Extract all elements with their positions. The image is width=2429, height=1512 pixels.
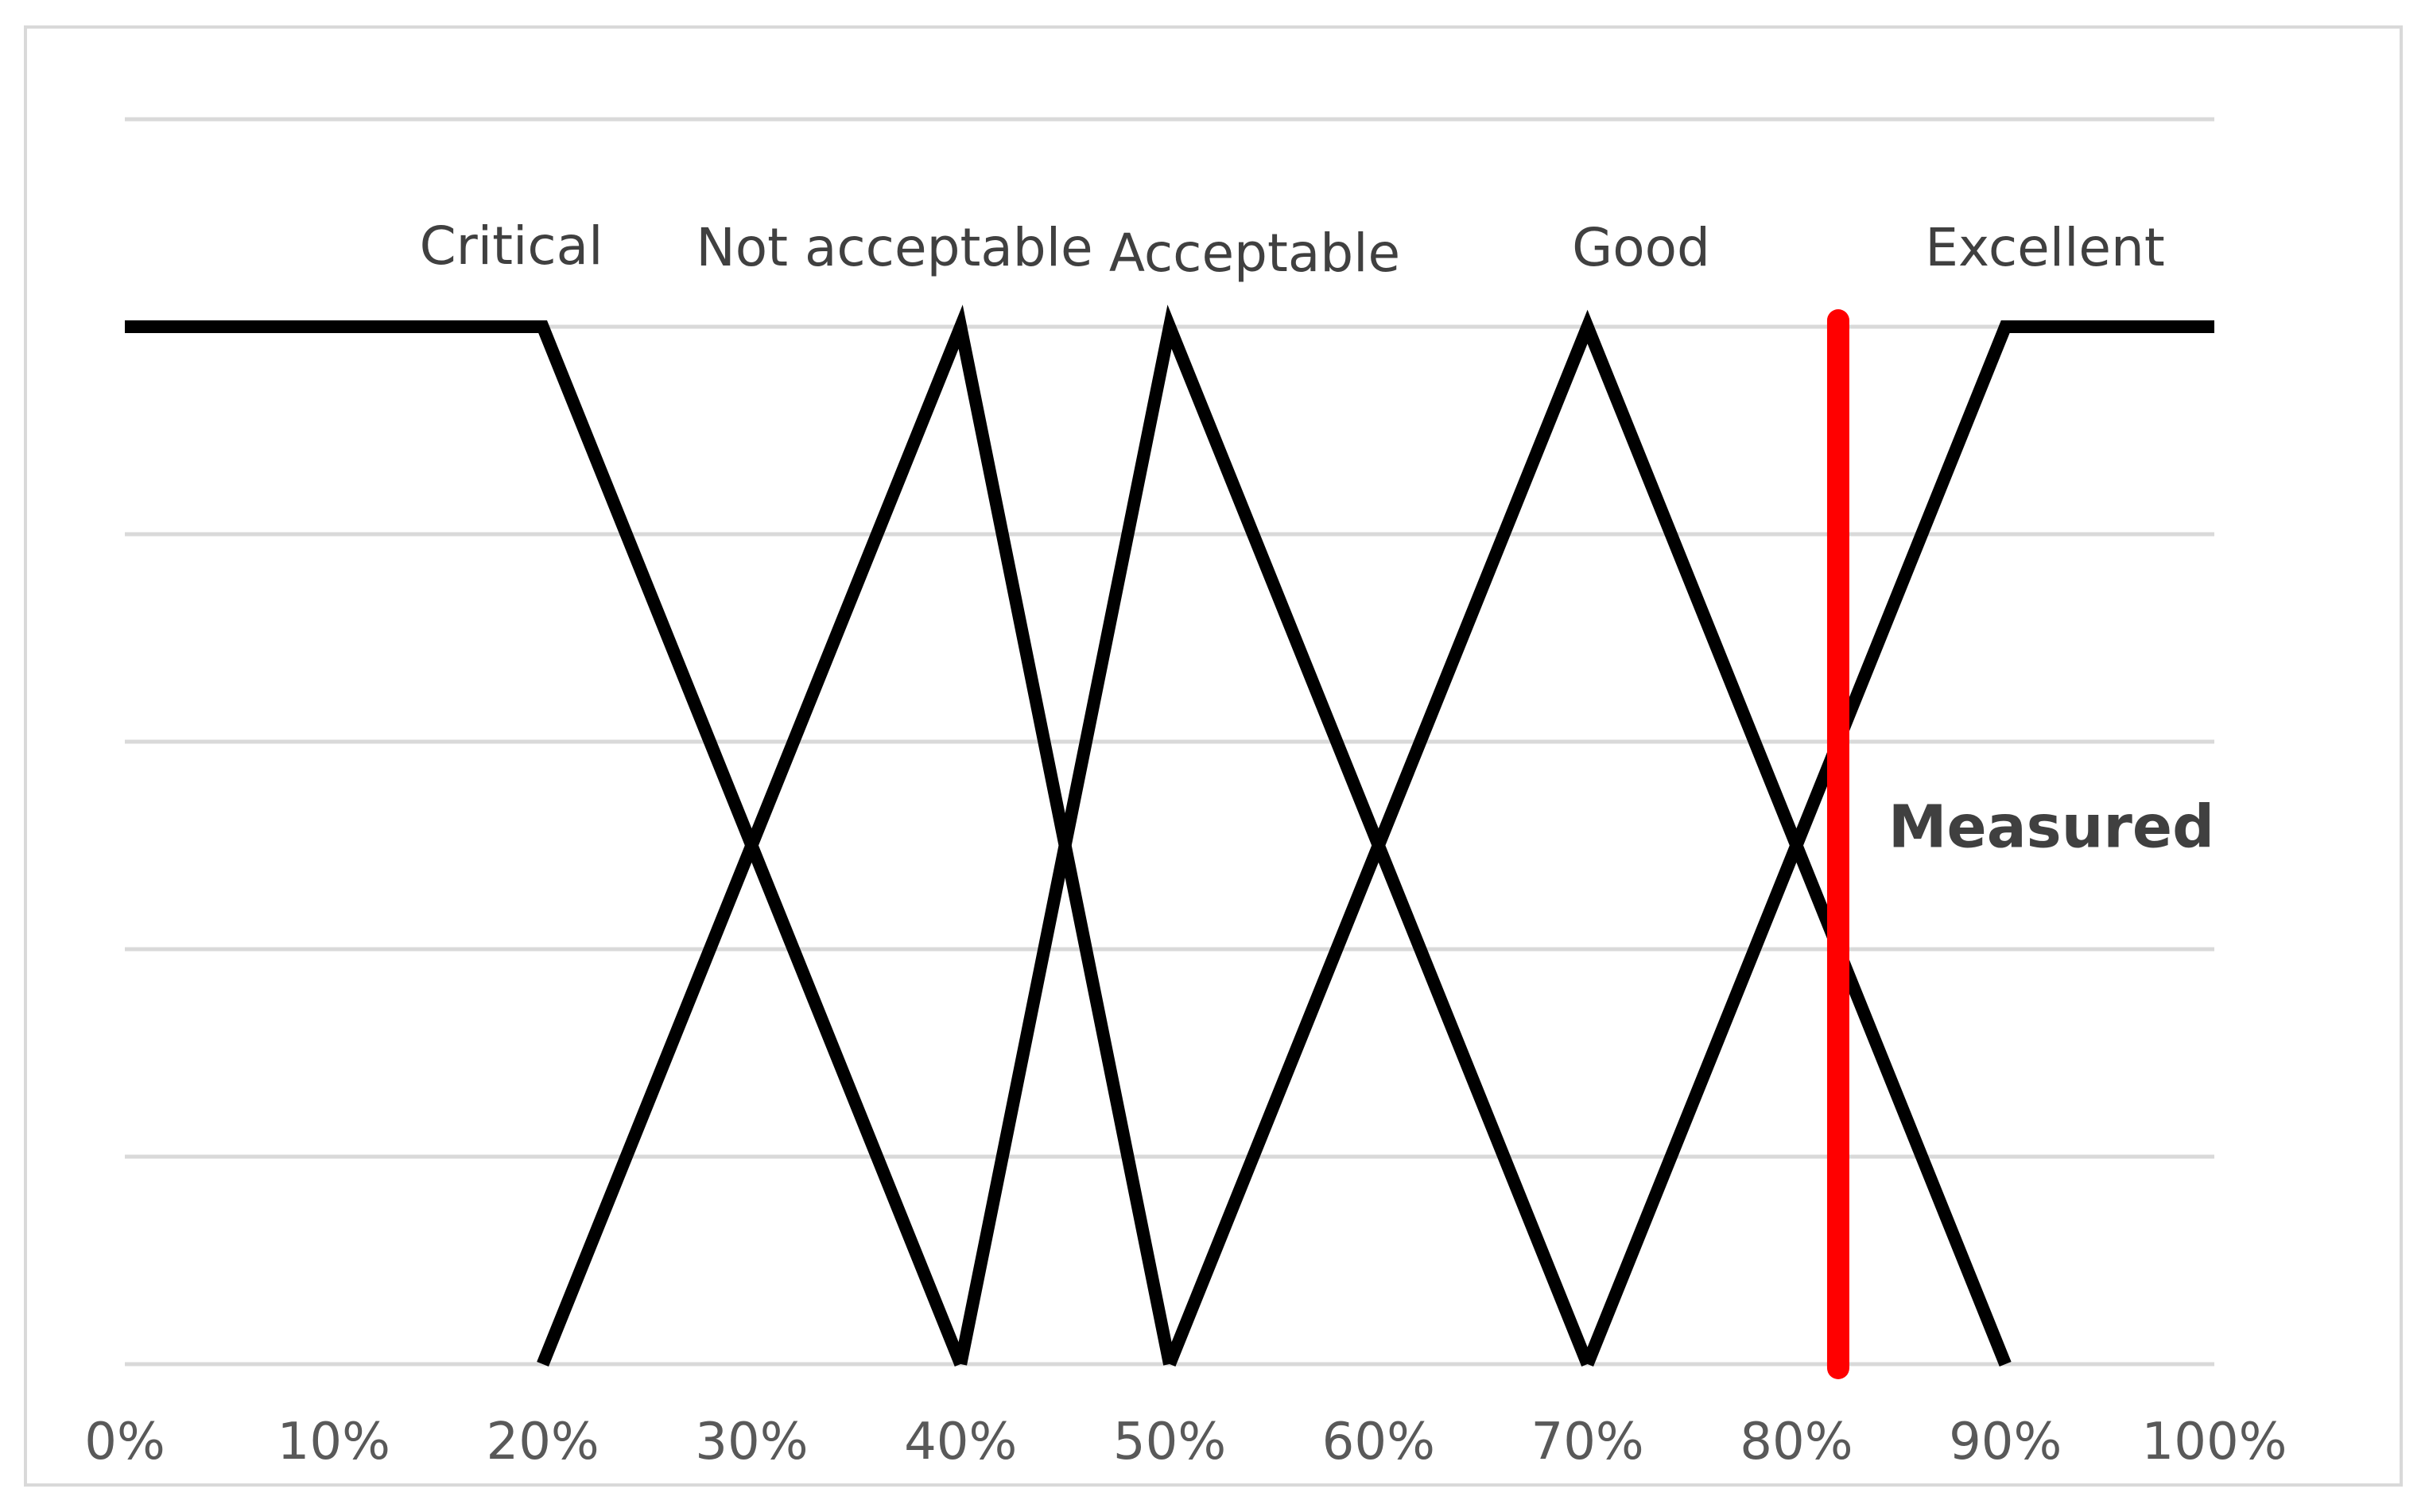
x-tick-label: 60% xyxy=(1322,1413,1435,1471)
measured-marker-group: Measured xyxy=(1826,309,2214,1379)
category-label-good: Good xyxy=(1572,217,1710,278)
series-line-acceptable xyxy=(954,304,1594,1367)
series-line-excellent xyxy=(1581,320,2214,1367)
x-tick-label: 90% xyxy=(1949,1413,2062,1471)
category-label-not-acceptable: Not acceptable xyxy=(696,217,1092,278)
series-line-not-acceptable xyxy=(537,304,1176,1367)
series-lines xyxy=(125,304,2214,1367)
series-line-good xyxy=(1163,309,2012,1367)
gridlines xyxy=(125,117,2214,1367)
category-label-excellent: Excellent xyxy=(1925,217,2164,278)
category-label-acceptable: Acceptable xyxy=(1109,223,1400,284)
x-tick-label: 70% xyxy=(1531,1413,1643,1471)
x-axis-tick-labels: 0% 10% 20% 30% 40% 50% 60% 70% 80% 90% 100% xyxy=(84,1413,2287,1471)
x-tick-label: 80% xyxy=(1740,1413,1853,1471)
x-tick-label: 50% xyxy=(1113,1413,1226,1471)
x-tick-label: 100% xyxy=(2142,1413,2287,1471)
x-tick-label: 20% xyxy=(486,1413,599,1471)
x-tick-label: 0% xyxy=(84,1413,165,1471)
x-tick-label: 30% xyxy=(695,1413,808,1471)
category-label-critical: Critical xyxy=(420,215,603,277)
measured-marker-label: Measured xyxy=(1888,793,2214,862)
series-line-critical xyxy=(125,320,967,1367)
category-labels: Critical Not acceptable Acceptable Good Exce… xyxy=(420,215,2165,284)
x-tick-label: 40% xyxy=(904,1413,1017,1471)
x-tick-label: 10% xyxy=(277,1413,390,1471)
